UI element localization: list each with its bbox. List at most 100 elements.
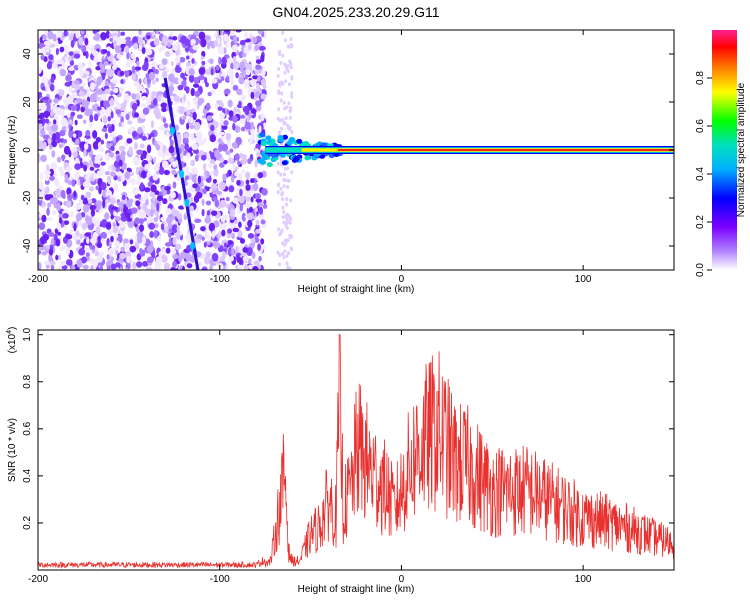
spectrogram-cell <box>65 259 73 266</box>
spectrogram-cell <box>38 42 44 49</box>
spectrogram-cell <box>49 232 55 237</box>
spectrogram-cell <box>232 84 239 91</box>
spectrogram-cell <box>223 30 230 33</box>
spectrogram-cell <box>240 126 246 132</box>
spectrogram-cell <box>290 94 294 99</box>
spectrogram-cell <box>125 113 130 121</box>
spectrogram-cell <box>130 207 138 214</box>
spectrogram-cell <box>193 76 200 84</box>
spectrogram-cell <box>211 230 216 239</box>
spectrogram-cell <box>241 212 247 222</box>
spectrogram-cell <box>245 184 251 191</box>
spectrogram-cell <box>104 171 110 176</box>
spectrogram-cell <box>170 95 175 102</box>
spectrogram-cell <box>283 70 287 75</box>
spectrogram-cell <box>185 55 190 60</box>
spectrogram-cell <box>134 66 142 71</box>
spectrogram-cell <box>59 169 65 177</box>
spectrogram-cell <box>284 116 288 121</box>
spectrogram-cell <box>51 196 59 204</box>
spectrogram-cell <box>115 267 119 270</box>
spectrogram-cell <box>101 128 108 133</box>
spectrogram-carrier-blob <box>277 137 284 143</box>
spectrogram-cell <box>247 43 252 51</box>
spectrogram-cell <box>88 198 93 204</box>
spectrogram-cell <box>52 210 56 216</box>
spectrogram-cell <box>146 153 151 162</box>
spectrogram-cell <box>97 88 103 96</box>
spectrogram-cell <box>74 204 82 210</box>
spectrogram-cell <box>277 89 281 94</box>
spectrogram-cell <box>262 204 268 209</box>
spectrogram-cell <box>51 140 58 148</box>
spectrogram-cell <box>125 59 132 68</box>
spectrogram-cell <box>46 164 50 172</box>
spectrogram-cell <box>196 104 200 110</box>
spectrogram-cell <box>283 62 287 67</box>
spectrogram-cell <box>144 187 151 193</box>
spectrogram-cell <box>116 171 123 177</box>
spectrogram-cell <box>244 108 250 116</box>
spectrogram-cell <box>44 186 50 194</box>
spectrogram-cell <box>213 40 219 47</box>
spectrogram-cell <box>119 86 125 93</box>
spectrogram-cell <box>158 63 165 70</box>
spectrogram-cell <box>46 207 50 216</box>
spectrogram-cell <box>234 153 240 161</box>
spectrogram-cell <box>184 175 189 181</box>
spectrogram-cell <box>249 178 255 184</box>
spectrogram-cell <box>154 208 158 216</box>
spectrogram-cell <box>78 199 83 205</box>
spectrogram-cell <box>60 108 65 117</box>
spectrogram-cell <box>249 121 255 130</box>
spectrogram-cell <box>239 188 243 197</box>
spectrogram-cell <box>283 120 287 125</box>
spectrogram-cell <box>116 201 124 206</box>
spectrogram-cell <box>243 62 250 68</box>
spectrogram-cell <box>63 220 70 225</box>
colorbar-label: Normalized spectral amplitude <box>736 82 747 217</box>
spectrogram-cell <box>70 105 78 112</box>
spectrogram-cell <box>108 126 113 134</box>
spectrogram-cell <box>99 147 105 153</box>
spectrogram-cell <box>164 226 169 233</box>
spectrogram-cell <box>38 181 44 190</box>
spectrogram-cell <box>109 37 114 42</box>
spectrogram-cell <box>77 220 83 227</box>
spectrogram-cell <box>216 242 221 248</box>
spectrogram-cell <box>41 214 47 223</box>
spectrogram-cell <box>238 221 242 228</box>
spectrogram-cell <box>287 178 291 183</box>
spectrogram-cell <box>201 208 205 217</box>
spectrogram-cell <box>97 254 103 263</box>
spectrogram-cell <box>197 261 203 267</box>
spectrogram-cell <box>287 219 291 224</box>
spectrogram-cell <box>157 235 161 242</box>
spectrogram-cell <box>255 64 262 70</box>
spectrogram-cell <box>192 44 199 51</box>
spectrogram-cell <box>38 119 44 124</box>
spectrogram-cell <box>81 44 87 54</box>
spectrogram-cell <box>285 105 289 110</box>
spectrogram-cell <box>96 170 103 177</box>
spectrogram-cell <box>195 191 203 199</box>
spectrogram-cell <box>39 172 44 181</box>
spectrogram-cell <box>190 113 194 119</box>
spectrogram-cell <box>276 161 280 166</box>
spectrogram-cell <box>193 121 201 131</box>
spectrogram-cell <box>89 114 94 123</box>
snr-series-line <box>38 334 674 569</box>
spectrogram-cell <box>201 236 205 241</box>
spectrogram-cell <box>198 157 202 162</box>
spectrogram-cell <box>214 150 221 159</box>
spectrogram-cell <box>186 169 191 176</box>
spectrogram-cell <box>167 222 173 229</box>
spectrogram-cell <box>206 210 211 216</box>
spectrogram-cell <box>46 216 53 222</box>
spectrogram-cell <box>290 234 294 239</box>
spectrogram-y-ticks: -40 -20 0 20 40 <box>22 48 674 253</box>
spectrogram-cell <box>172 43 179 52</box>
spectrogram-cell <box>146 171 152 178</box>
spectrogram-cell <box>101 73 106 81</box>
spectrogram-cell <box>56 156 62 163</box>
